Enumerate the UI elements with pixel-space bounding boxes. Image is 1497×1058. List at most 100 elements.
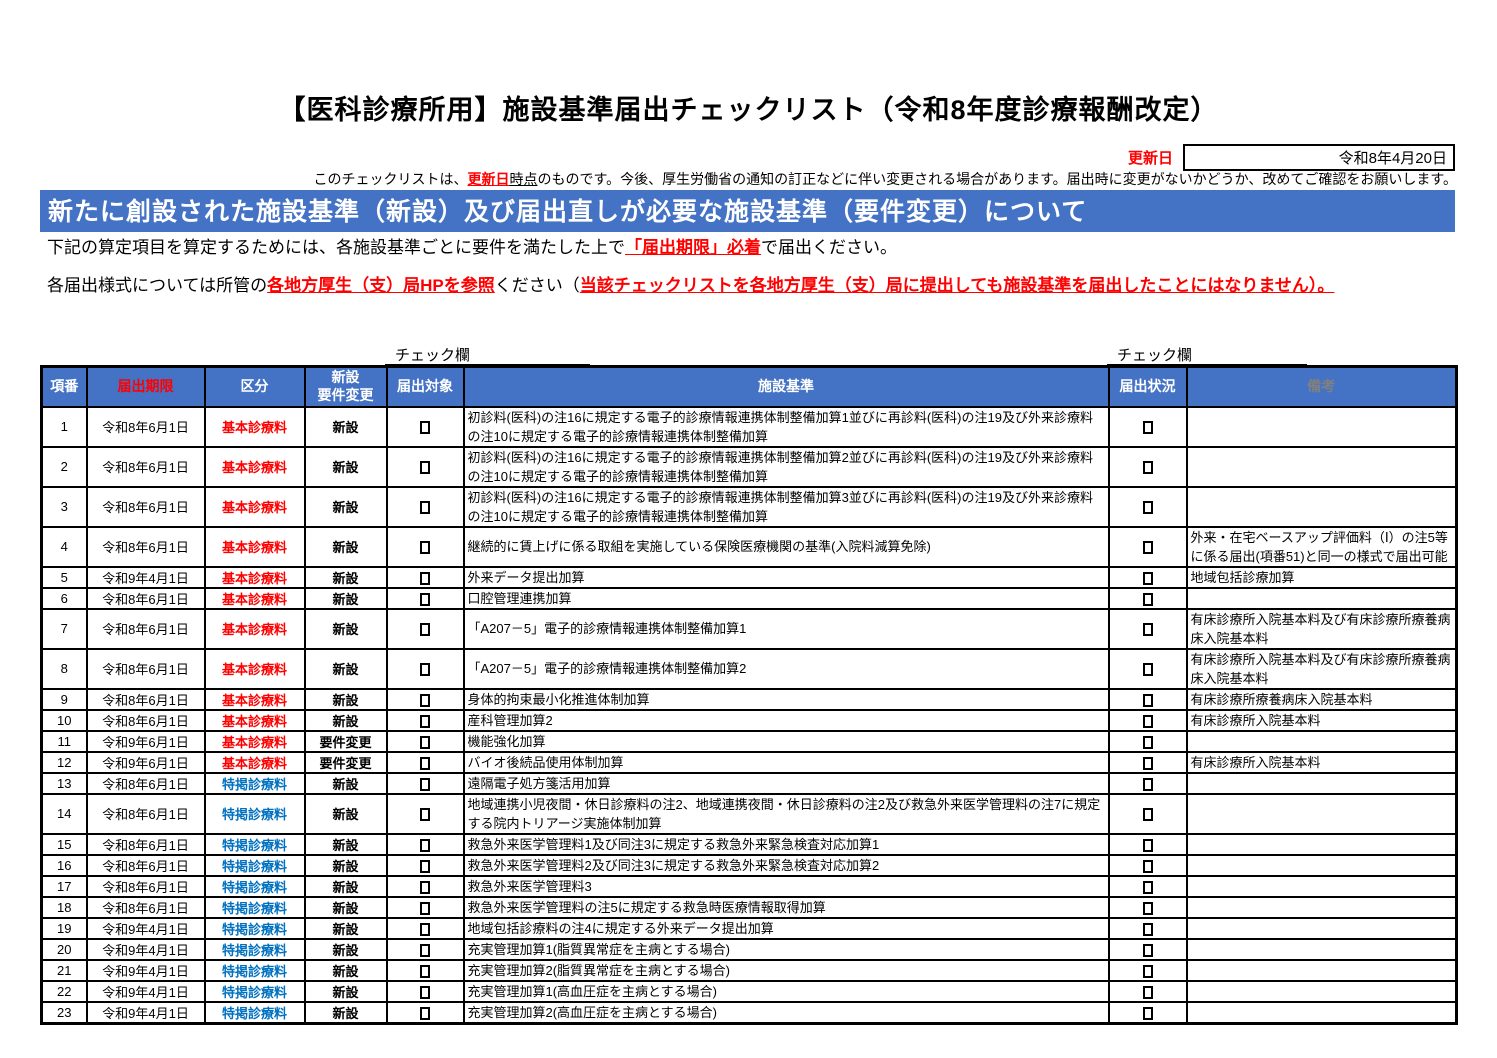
standard-cell: 地域連携小児夜間・休日診療料の注2、地域連携夜間・休日診療料の注2及び救急外来医… [462, 792, 1110, 835]
deadline-cell: 令和9年6月1日 [85, 729, 206, 753]
notify-target-checkbox[interactable] [420, 880, 430, 894]
notify-target-cell [385, 771, 465, 795]
row-number: 2 [40, 445, 88, 488]
notify-target-checkbox[interactable] [420, 943, 430, 957]
notify-target-checkbox[interactable] [420, 922, 430, 936]
instruction-forms-warning: 当該チェックリストを各地方厚生（支）局に提出しても施設基準を届出したことにはなり… [579, 276, 1335, 295]
remark-cell [1185, 958, 1458, 982]
remark-cell [1185, 405, 1458, 448]
notify-target-checkbox[interactable] [420, 592, 430, 606]
header-standard: 施設基準 [462, 365, 1110, 408]
notify-target-checkbox[interactable] [420, 808, 430, 822]
notify-status-checkbox[interactable] [1142, 943, 1153, 957]
notify-target-checkbox[interactable] [420, 901, 430, 915]
notify-target-checkbox[interactable] [420, 663, 430, 677]
deadline-cell: 令和8年6月1日 [85, 853, 206, 877]
notify-status-checkbox[interactable] [1142, 964, 1153, 978]
notify-target-cell [385, 687, 465, 711]
notify-status-checkbox[interactable] [1142, 461, 1153, 475]
type-cell: 新設 [303, 832, 388, 856]
notice-update-word: 更新日 [467, 171, 510, 187]
instruction-forms-pre: 各届出様式については所管の [47, 276, 268, 295]
notify-target-checkbox[interactable] [420, 461, 430, 475]
row-number: 13 [40, 771, 88, 795]
notify-target-checkbox[interactable] [420, 859, 430, 873]
deadline-cell: 令和8年6月1日 [85, 874, 206, 898]
notify-status-checkbox[interactable] [1142, 592, 1153, 606]
type-cell: 新設 [303, 1000, 388, 1024]
notify-status-checkbox[interactable] [1142, 714, 1153, 728]
table-row: 6 令和8年6月1日 基本診療料 新設 口腔管理連携加算 [40, 586, 1458, 610]
notify-target-checkbox[interactable] [420, 571, 430, 585]
standard-cell: 救急外来医学管理料2及び同注3に規定する救急外来緊急検査対応加算2 [462, 853, 1110, 877]
table-row: 12 令和9年6月1日 基本診療料 要件変更 バイオ後続品使用体制加算 有床診療所入院基本… [40, 750, 1458, 774]
notify-status-checkbox[interactable] [1142, 901, 1153, 915]
standard-cell: 救急外来医学管理料3 [462, 874, 1110, 898]
table-row: 8 令和8年6月1日 基本診療料 新設 「A207－5」電子的診療情報連携体制整備加算2… [40, 647, 1458, 690]
notify-status-cell [1107, 895, 1188, 919]
notify-status-checkbox[interactable] [1142, 501, 1153, 515]
standard-cell: 充実管理加算1(高血圧症を主病とする場合) [462, 979, 1110, 1003]
notify-target-checkbox[interactable] [420, 777, 430, 791]
remark-cell: 有床診療所入院基本料及び有床診療所療養病床入院基本料 [1185, 647, 1458, 690]
section-banner: 新たに創設された施設基準（新設）及び届出直しが必要な施設基準（要件変更）について [40, 190, 1455, 232]
table-row: 23 令和9年4月1日 特掲診療料 新設 充実管理加算2(高血圧症を主病とする場合) [40, 1000, 1458, 1024]
notify-status-checkbox[interactable] [1142, 985, 1153, 999]
notify-status-checkbox[interactable] [1142, 571, 1153, 585]
notify-target-cell [385, 832, 465, 856]
row-number: 14 [40, 792, 88, 835]
notify-status-checkbox[interactable] [1142, 922, 1153, 936]
notify-status-cell [1107, 445, 1188, 488]
notify-status-checkbox[interactable] [1142, 808, 1153, 822]
notify-target-checkbox[interactable] [420, 541, 430, 555]
notify-target-checkbox[interactable] [420, 756, 430, 770]
type-cell: 要件変更 [303, 729, 388, 753]
notify-target-checkbox[interactable] [420, 714, 430, 728]
table-row: 13 令和8年6月1日 特掲診療料 新設 遠隔電子処方箋活用加算 [40, 771, 1458, 795]
notify-target-checkbox[interactable] [420, 838, 430, 852]
header-notify-target: 届出対象 [385, 365, 465, 408]
notify-status-checkbox[interactable] [1142, 541, 1153, 555]
notify-status-cell [1107, 771, 1188, 795]
row-number: 20 [40, 937, 88, 961]
notify-target-checkbox[interactable] [420, 735, 430, 749]
table-row: 19 令和9年4月1日 特掲診療料 新設 地域包括診療料の注4に規定する外来データ提出加… [40, 916, 1458, 940]
notify-target-checkbox[interactable] [420, 985, 430, 999]
row-number: 3 [40, 485, 88, 528]
notify-status-checkbox[interactable] [1142, 421, 1153, 435]
row-number: 23 [40, 1000, 88, 1024]
notify-status-checkbox[interactable] [1142, 838, 1153, 852]
category-cell: 特掲診療料 [203, 853, 306, 877]
notify-target-cell [385, 916, 465, 940]
notify-status-checkbox[interactable] [1142, 859, 1153, 873]
notify-status-checkbox[interactable] [1142, 777, 1153, 791]
table-row: 4 令和8年6月1日 基本診療料 新設 継続的に賃上げに係る取組を実施している保険医療機… [40, 525, 1458, 568]
standard-cell: 充実管理加算2(脂質異常症を主病とする場合) [462, 958, 1110, 982]
notify-target-checkbox[interactable] [420, 501, 430, 515]
notify-target-checkbox[interactable] [420, 1006, 430, 1020]
notify-status-checkbox[interactable] [1142, 880, 1153, 894]
deadline-cell: 令和9年4月1日 [85, 1000, 206, 1024]
notify-target-checkbox[interactable] [420, 623, 430, 637]
notify-status-checkbox[interactable] [1142, 623, 1153, 637]
type-cell: 新設 [303, 647, 388, 690]
notify-target-checkbox[interactable] [420, 421, 430, 435]
table-row: 11 令和9年6月1日 基本診療料 要件変更 機能強化加算 [40, 729, 1458, 753]
notify-status-checkbox[interactable] [1142, 663, 1153, 677]
notify-target-checkbox[interactable] [420, 693, 430, 707]
instruction-forms-mid: ください（ [494, 276, 580, 295]
notify-status-cell [1107, 958, 1188, 982]
row-number: 10 [40, 708, 88, 732]
notice-underlined: 時点 [509, 171, 538, 187]
notice-post: のものです。今後、厚生労働省の通知の訂正などに伴い変更される場合があります。届出… [537, 171, 1457, 187]
notify-status-checkbox[interactable] [1142, 756, 1153, 770]
notify-status-checkbox[interactable] [1142, 693, 1153, 707]
standard-cell: 初診料(医科)の注16に規定する電子的診療情報連携体制整備加算1並びに再診料(医… [462, 405, 1110, 448]
notify-status-checkbox[interactable] [1142, 735, 1153, 749]
category-cell: 特掲診療料 [203, 1000, 306, 1024]
notify-target-checkbox[interactable] [420, 964, 430, 978]
notify-status-checkbox[interactable] [1142, 1006, 1153, 1020]
notify-target-cell [385, 874, 465, 898]
row-number: 16 [40, 853, 88, 877]
standard-cell: 「A207－5」電子的診療情報連携体制整備加算1 [462, 607, 1110, 650]
